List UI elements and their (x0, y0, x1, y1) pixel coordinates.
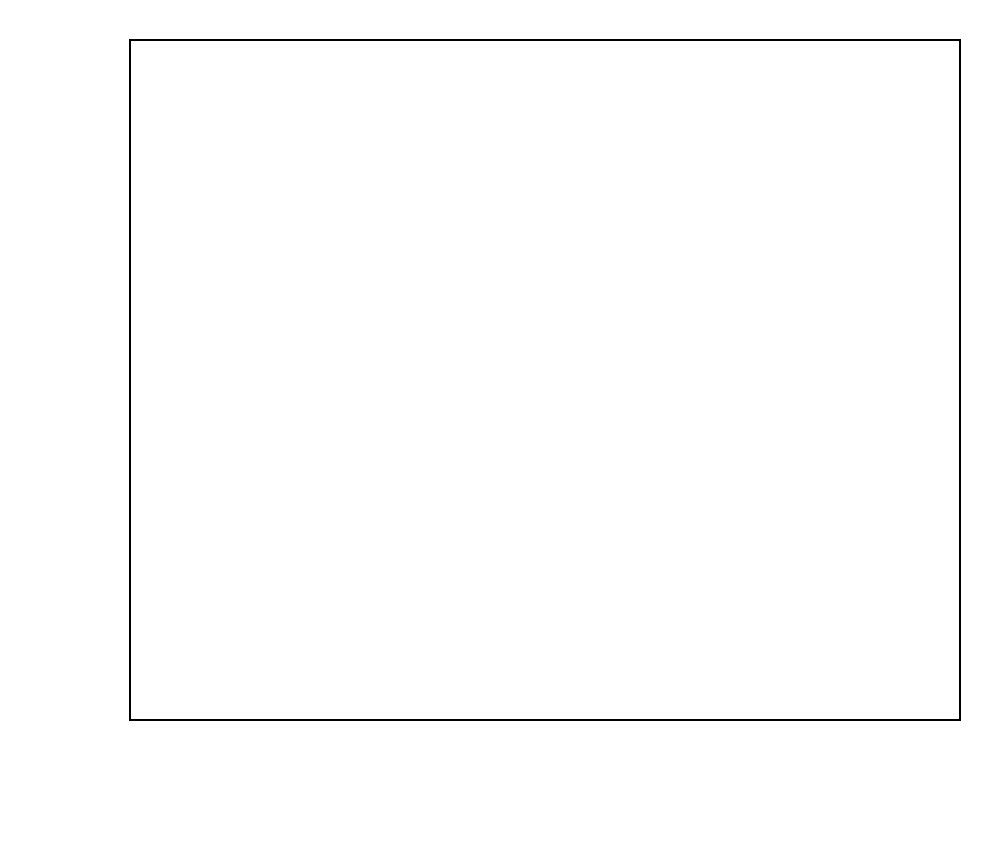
plot-frame (130, 40, 960, 720)
bar-chart (0, 0, 1000, 844)
